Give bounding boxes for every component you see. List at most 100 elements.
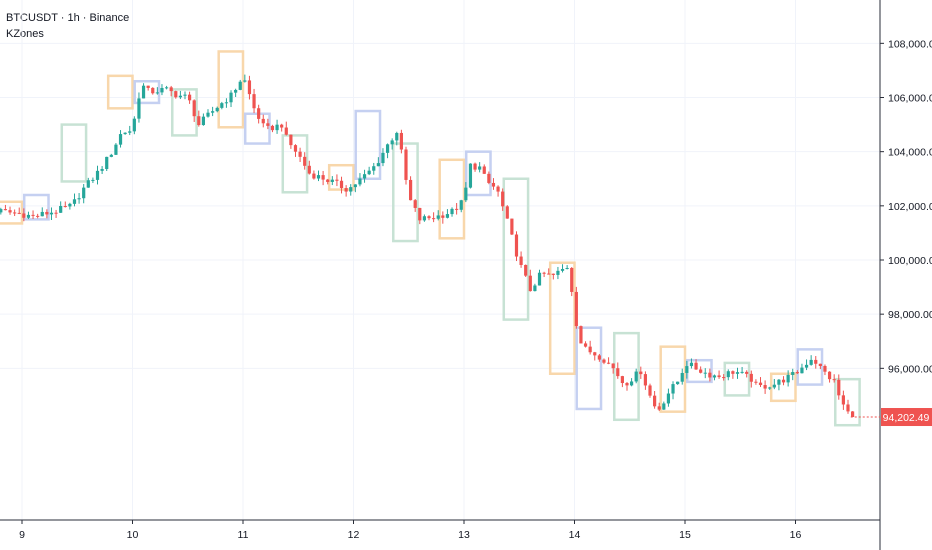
candle-body <box>316 175 321 179</box>
y-tick-label: 108,000.00 <box>888 38 932 50</box>
candle-body <box>450 208 454 215</box>
candle-body <box>95 170 100 180</box>
candle-body <box>68 203 72 207</box>
kzone-newyork <box>723 361 751 397</box>
candle-body <box>491 182 496 187</box>
candle-body <box>533 285 537 292</box>
candle-body <box>395 132 399 141</box>
candle-body <box>565 267 569 269</box>
candle-body <box>814 359 818 364</box>
candle-body <box>832 379 836 381</box>
candle-body <box>473 163 477 170</box>
candle-body <box>528 275 532 292</box>
candle-body <box>3 209 8 211</box>
candle-body <box>560 268 565 271</box>
candle-body <box>164 87 169 89</box>
candle-body <box>367 170 371 175</box>
kzone-london <box>354 109 382 180</box>
candle-body <box>390 140 394 145</box>
candle-body <box>464 187 468 201</box>
kzone-london <box>22 193 50 221</box>
candle-body <box>63 206 67 208</box>
candle-body <box>657 406 661 410</box>
candle-body <box>703 372 707 374</box>
candle-body <box>408 179 413 201</box>
candle-body <box>155 92 159 94</box>
candle-body <box>376 163 380 167</box>
x-tick-label: 9 <box>19 529 25 541</box>
candle-body <box>482 166 486 174</box>
kzone-london <box>575 326 603 411</box>
candle-body <box>781 379 786 383</box>
candle-body <box>735 372 740 374</box>
x-tick-label: 15 <box>679 529 691 541</box>
candle-body <box>432 218 436 220</box>
candle-body <box>689 362 694 367</box>
candle-body <box>312 173 316 179</box>
candle-body <box>298 151 302 157</box>
candle-body <box>593 352 597 356</box>
candle-body <box>436 215 440 219</box>
kzone-london <box>464 150 492 197</box>
candle-body <box>478 166 482 170</box>
candle-body <box>537 272 542 286</box>
candle-body <box>639 371 643 375</box>
candle-body <box>823 365 827 372</box>
indicator-name[interactable]: KZones <box>6 28 44 40</box>
candle-body <box>211 111 215 113</box>
candle-body <box>22 213 26 218</box>
candle-body <box>192 100 196 117</box>
candle-body <box>266 123 270 126</box>
candle-body <box>699 369 703 373</box>
candle-body <box>570 267 574 292</box>
kzone-asia <box>106 74 134 110</box>
candle-body <box>261 118 265 124</box>
candle-body <box>86 180 90 188</box>
y-tick-label: 96,000.00 <box>888 363 932 375</box>
candle-body <box>385 144 390 153</box>
candle-body <box>36 215 40 217</box>
candle-body <box>574 291 578 327</box>
kzone-asia <box>0 200 24 225</box>
candle-body <box>717 375 721 378</box>
candle-body <box>768 387 772 389</box>
candle-body <box>441 215 445 218</box>
candles <box>0 74 855 418</box>
candle-body <box>372 166 376 171</box>
candle-body <box>344 188 348 192</box>
kzone-asia <box>548 261 576 376</box>
candle-body <box>662 403 666 410</box>
candle-body <box>547 273 551 275</box>
candle-body <box>31 214 35 216</box>
candle-body <box>722 377 726 379</box>
candle-body <box>616 368 620 377</box>
x-tick-label: 16 <box>790 529 802 541</box>
candle-body <box>648 385 652 396</box>
candle-body <box>141 85 146 99</box>
candle-body <box>100 168 104 171</box>
candle-body <box>501 191 505 207</box>
kzone-london <box>796 348 824 386</box>
candle-body <box>275 124 279 131</box>
candle-body <box>634 371 638 382</box>
candle-body <box>827 371 832 380</box>
candle-body <box>583 343 588 347</box>
kzone-newyork <box>60 123 88 183</box>
candle-body <box>13 212 17 214</box>
candle-body <box>745 371 749 374</box>
candle-body <box>77 198 81 200</box>
candle-body <box>229 92 233 103</box>
candle-body <box>597 355 601 360</box>
candle-body <box>422 216 427 221</box>
candle-body <box>602 359 606 363</box>
candle-body <box>293 145 298 152</box>
candle-body <box>786 374 790 383</box>
candle-body <box>418 207 422 221</box>
candle-body <box>151 87 155 94</box>
candle-body <box>524 264 528 276</box>
candle-body <box>809 359 813 365</box>
candle-body <box>123 132 127 135</box>
candle-body <box>197 116 201 126</box>
candle-body <box>556 270 560 275</box>
